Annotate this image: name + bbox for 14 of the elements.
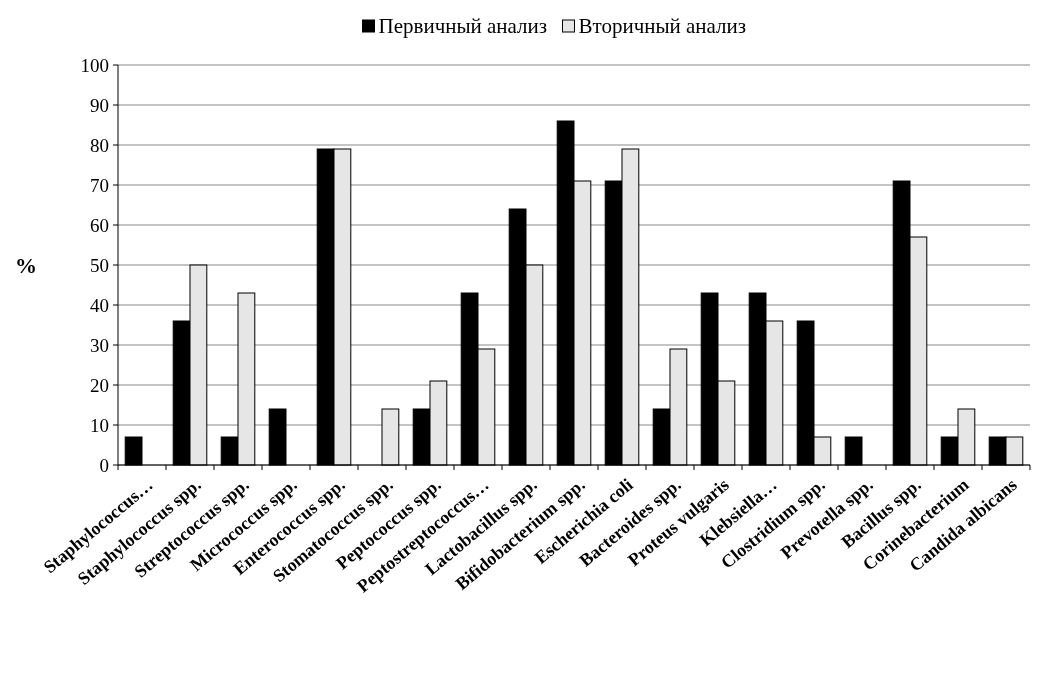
y-tick-label: 60 [90, 214, 109, 236]
y-tick-label: 100 [80, 54, 109, 76]
legend-label: Первичный анализ [378, 14, 548, 39]
y-axis-title: % [15, 252, 37, 278]
y-tick-label: 50 [90, 254, 109, 276]
y-tick-label: 80 [90, 134, 109, 156]
y-tick-label: 10 [90, 414, 109, 436]
y-tick-label: 0 [99, 454, 109, 476]
y-tick-label: 20 [90, 374, 109, 396]
y-tick-label: 90 [90, 94, 109, 116]
y-tick-label: 70 [90, 174, 109, 196]
y-tick-label: 30 [90, 334, 109, 356]
y-tick-label: 40 [90, 294, 109, 316]
legend-label: Вторичный анализ [578, 14, 747, 39]
